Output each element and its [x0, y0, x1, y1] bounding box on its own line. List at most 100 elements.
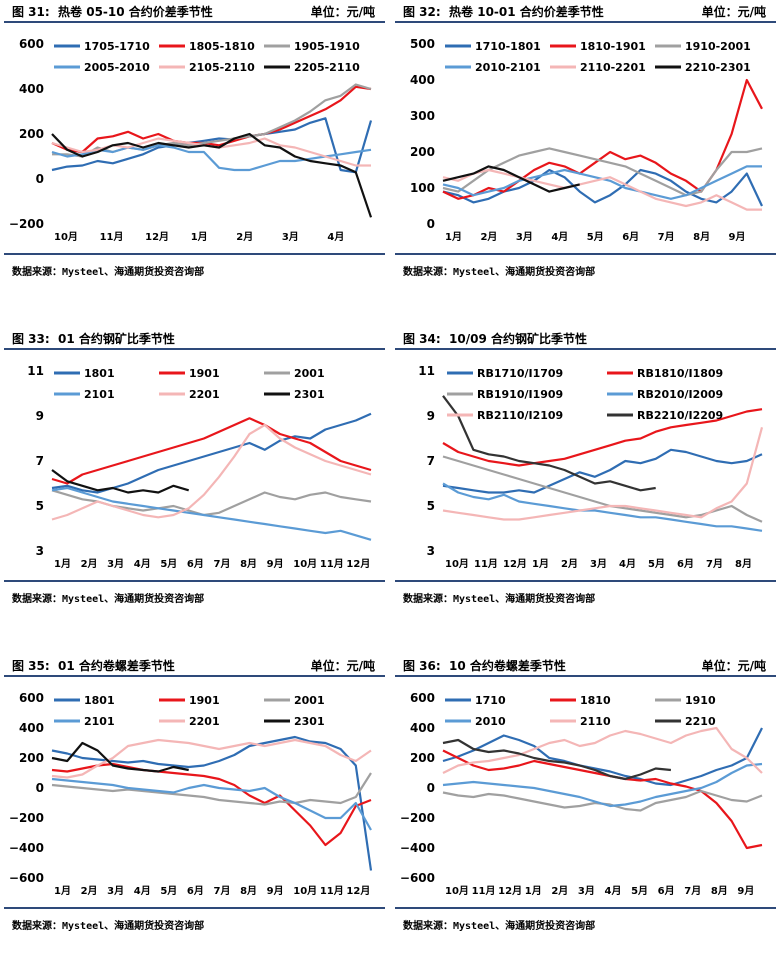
- series-line-RB2010/I2009: [442, 482, 763, 532]
- y-tick-label: 400: [19, 82, 44, 96]
- y-tick-label: −600: [400, 871, 435, 885]
- x-tick-label: 9月: [729, 231, 746, 243]
- legend-label: RB1810/I1809: [637, 367, 723, 380]
- unit-label: 单位：元/吨: [701, 659, 766, 673]
- chart-header: 图 33: 01 合约钢矿比季节性: [4, 327, 385, 347]
- x-tick-label: 12月: [145, 231, 169, 243]
- chart-31: 600 400 200 0 −200 10月 11月 12月 1月 2月 3月 4月 1705-1710…: [9, 37, 373, 243]
- series-line-2005-2010: [51, 144, 372, 172]
- source-note: 数据来源：Mysteel、海通期货投资咨询部: [12, 267, 205, 278]
- x-tick-label: 2月: [480, 231, 497, 243]
- legend-label: 1710-1801: [475, 40, 541, 53]
- x-tick-label: 1月: [445, 231, 462, 243]
- chart-header: 图 34: 10/09 合约钢矿比季节性: [395, 327, 776, 347]
- x-tick-label: 7月: [658, 231, 675, 243]
- legend-label: RB2210/I2209: [637, 409, 723, 422]
- series-line-2101: [51, 777, 372, 831]
- x-tick-label: 11月: [320, 558, 344, 570]
- series-line-2201: [51, 423, 372, 521]
- series-line-2110: [442, 726, 763, 774]
- legend-label: 1910-2001: [685, 40, 751, 53]
- divider-top: [395, 675, 776, 677]
- chart-panel-35: 图 35: 01 合约卷螺差季节性 单位：元/吨 600 400 200 0 −200 −…: [4, 654, 385, 954]
- divider-bottom: [395, 253, 776, 255]
- series-line-RB2210/I2209: [442, 395, 656, 492]
- x-tick-label: 8月: [693, 231, 710, 243]
- x-tick-label: 11月: [320, 885, 344, 897]
- x-tick-label: 12月: [498, 885, 522, 897]
- series-line-1801: [51, 735, 373, 871]
- series-line-1705-1710: [51, 117, 373, 174]
- x-tick-label: 3月: [590, 558, 607, 570]
- y-tick-label: −200: [9, 811, 44, 825]
- legend-label: 2210-2301: [685, 61, 751, 74]
- y-tick-label: 0: [427, 781, 435, 795]
- legend-label: 2001: [294, 694, 325, 707]
- divider-bottom: [395, 580, 776, 582]
- x-tick-label: 7月: [706, 558, 723, 570]
- chart-header: 图 31: 热卷 05-10 合约价差季节性 单位：元/吨: [4, 0, 385, 20]
- series-line-2301: [51, 741, 189, 773]
- series-line-RB1710/I1709: [442, 448, 763, 494]
- x-tick-label: 9月: [267, 885, 284, 897]
- chart-header: 图 32: 热卷 10-01 合约价差季节性 单位：元/吨: [395, 0, 776, 20]
- x-tick-label: 10月: [445, 885, 469, 897]
- chart-33: 11 9 7 5 3 1月 2月 3月 4月 5月 6月 7月 8月 9月 10月 11月 12月 1801 190…: [27, 364, 372, 570]
- chart-32: 500 400 300 200 100 0 1月 2月 3月 4月 5月 6月 7月 8月 9月 1710-1…: [410, 37, 763, 243]
- series-line-2301: [51, 469, 190, 494]
- y-tick-label: 0: [36, 172, 44, 186]
- series-line-1805-1810: [51, 85, 372, 154]
- legend-label: 2101: [84, 388, 115, 401]
- x-tick-label: 12月: [346, 558, 370, 570]
- x-tick-label: 8月: [240, 558, 257, 570]
- y-tick-label: 300: [410, 109, 435, 123]
- source-note: 数据来源：Mysteel、海通期货投资咨询部: [403, 594, 596, 605]
- x-tick-label: 2月: [81, 558, 98, 570]
- legend-label: 2105-2110: [189, 61, 255, 74]
- x-tick-label: 11月: [100, 231, 124, 243]
- legend-label: 1910: [685, 694, 716, 707]
- x-tick-label: 4月: [605, 885, 622, 897]
- legend-label: 1801: [84, 694, 115, 707]
- x-tick-label: 6月: [187, 885, 204, 897]
- legend-label: 1810-1901: [580, 40, 646, 53]
- x-tick-label: 3月: [282, 231, 299, 243]
- y-tick-label: 400: [410, 721, 435, 735]
- y-tick-label: 0: [36, 781, 44, 795]
- y-tick-label: 5: [36, 499, 44, 513]
- divider-bottom: [395, 907, 776, 909]
- y-tick-label: −600: [9, 871, 44, 885]
- legend-label: 2301: [294, 388, 325, 401]
- y-tick-label: 3: [427, 544, 435, 558]
- figure-title: 图 31: 热卷 05-10 合约价差季节性: [12, 5, 213, 19]
- x-tick-label: 1月: [54, 885, 71, 897]
- y-tick-label: 0: [427, 217, 435, 231]
- series-line-2201: [51, 738, 372, 779]
- x-tick-label: 2月: [551, 885, 568, 897]
- chart-header: 图 35: 01 合约卷螺差季节性 单位：元/吨: [4, 654, 385, 674]
- y-tick-label: 9: [427, 409, 435, 423]
- series-line-1710-1801: [442, 168, 763, 207]
- divider-bottom: [4, 580, 385, 582]
- x-tick-label: 4月: [134, 885, 151, 897]
- x-tick-label: 3月: [107, 885, 124, 897]
- x-tick-label: 2月: [81, 885, 98, 897]
- figure-title: 图 36: 10 合约卷螺差季节性: [403, 659, 566, 673]
- x-tick-label: 2月: [561, 558, 578, 570]
- legend-label: 1805-1810: [189, 40, 255, 53]
- legend-label: 2205-2110: [294, 61, 360, 74]
- series-line-1901: [51, 762, 372, 847]
- y-tick-label: −200: [400, 811, 435, 825]
- x-tick-label: 10月: [293, 885, 317, 897]
- y-tick-label: 600: [19, 37, 44, 51]
- chart-header: 图 36: 10 合约卷螺差季节性 单位：元/吨: [395, 654, 776, 674]
- series-line-1801: [51, 412, 372, 494]
- x-tick-label: 11月: [472, 885, 496, 897]
- x-tick-label: 5月: [648, 558, 665, 570]
- x-tick-label: 4月: [134, 558, 151, 570]
- chart-panel-32: 图 32: 热卷 10-01 合约价差季节性 单位：元/吨 500 400 300 2…: [395, 0, 776, 300]
- series-line-2210: [442, 738, 672, 781]
- x-tick-label: 10月: [445, 558, 469, 570]
- chart-36: 600 400 200 0 −200 −400 −600 10月 11月 12月 1月 2月 3月 4月 5…: [400, 691, 763, 897]
- x-tick-label: 1月: [54, 558, 71, 570]
